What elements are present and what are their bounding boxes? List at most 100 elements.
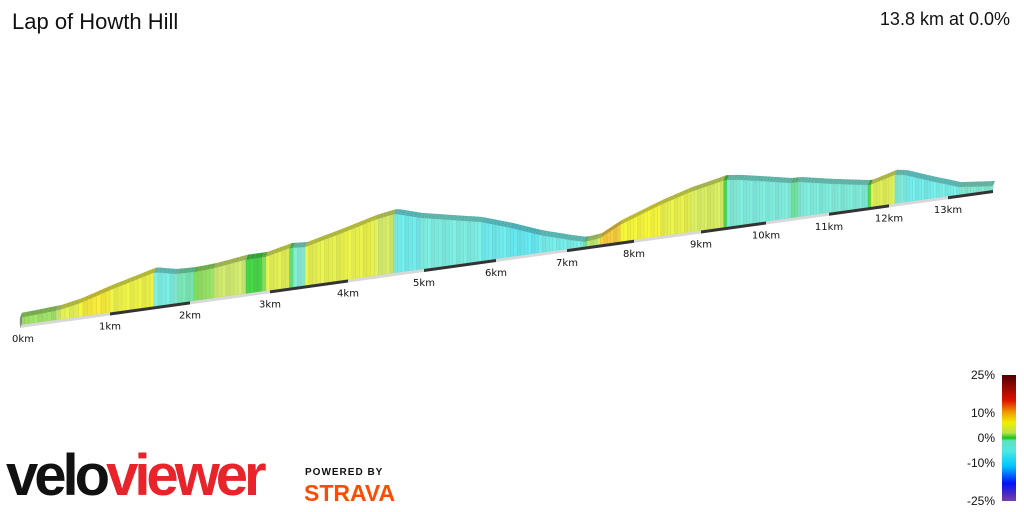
- profile-slice: [733, 179, 737, 227]
- profile-slice: [213, 266, 219, 299]
- profile-slice-top: [210, 263, 216, 269]
- profile-slice: [221, 264, 227, 298]
- profile-slice: [277, 250, 282, 290]
- profile-slice: [28, 314, 34, 324]
- profile-slice: [229, 262, 235, 297]
- profile-slice: [513, 228, 518, 257]
- profile-slice-top: [877, 175, 882, 183]
- profile-slice: [909, 175, 913, 202]
- profile-slice: [520, 230, 525, 256]
- profile-slice-top: [756, 175, 762, 182]
- profile-slice: [674, 197, 678, 235]
- profile-slice: [762, 181, 767, 223]
- profile-slice-top: [351, 222, 358, 230]
- profile-slice-top: [273, 247, 280, 254]
- profile-slice: [269, 253, 275, 291]
- profile-slice-top: [416, 212, 423, 218]
- profile-slice: [613, 226, 618, 243]
- veloviewer-logo[interactable]: veloviewer: [6, 447, 267, 505]
- profile-slice-top: [166, 268, 172, 274]
- profile-slice: [556, 237, 561, 251]
- profile-slice-top: [478, 216, 484, 223]
- profile-slice-top: [832, 178, 837, 184]
- profile-slice-top: [178, 268, 184, 274]
- profile-slice: [459, 220, 464, 265]
- profile-slice-top: [506, 222, 513, 228]
- profile-slice: [474, 221, 479, 263]
- profile-end-face: [20, 313, 22, 328]
- profile-slice-top: [24, 311, 31, 317]
- profile-slice-top: [336, 228, 343, 236]
- profile-slice-top: [408, 211, 415, 217]
- profile-slice-top: [743, 175, 749, 181]
- profile-slice: [401, 214, 406, 273]
- profile-slice: [205, 268, 211, 300]
- profile-slice-top: [110, 283, 116, 291]
- profile-slice-top: [320, 234, 327, 242]
- profile-slice: [201, 269, 207, 300]
- profile-slice-top: [838, 179, 843, 185]
- profile-slice-top: [816, 177, 822, 184]
- profile-slice: [690, 190, 695, 233]
- profile-slice: [105, 289, 111, 314]
- profile-slice: [149, 272, 155, 308]
- profile-slice-top: [859, 179, 864, 185]
- profile-slice: [765, 181, 770, 222]
- profile-slice-top: [945, 179, 950, 185]
- profile-slice: [697, 188, 702, 232]
- profile-slice: [843, 184, 848, 211]
- profile-slice-top: [138, 272, 144, 279]
- profile-slice-top: [610, 223, 616, 232]
- profile-slice-top: [810, 177, 816, 183]
- profile-slice-top: [950, 180, 956, 186]
- profile-slice-top: [835, 178, 840, 185]
- profile-slice: [189, 271, 195, 302]
- profile-slice: [510, 227, 514, 258]
- profile-slice: [944, 183, 949, 197]
- profile-slice-top: [694, 184, 700, 191]
- profile-slice: [570, 239, 574, 249]
- profile-slice: [973, 186, 977, 193]
- profile-slice-top: [680, 189, 687, 197]
- strava-logo[interactable]: STRAVA: [304, 480, 396, 506]
- profile-slice: [181, 272, 187, 303]
- profile-slice: [389, 213, 394, 274]
- profile-slice-top: [527, 227, 534, 234]
- profile-slice: [964, 186, 968, 195]
- profile-slice-top: [593, 233, 600, 240]
- profile-slice: [423, 217, 428, 270]
- profile-slice: [145, 273, 151, 308]
- profile-slice: [849, 184, 854, 211]
- profile-slice-top: [573, 235, 580, 241]
- profile-slice-top: [488, 218, 495, 225]
- profile-slice: [51, 310, 57, 321]
- profile-slice: [257, 257, 263, 293]
- profile-slice: [768, 181, 773, 222]
- profile-slice-top: [65, 301, 72, 309]
- profile-slice: [69, 304, 75, 319]
- profile-slice: [534, 233, 539, 254]
- profile-slice: [485, 222, 489, 261]
- profile-slice: [975, 186, 980, 193]
- profile-slice: [33, 313, 39, 324]
- km-tick-label: 12km: [875, 213, 903, 224]
- profile-slice: [441, 219, 446, 267]
- profile-slice-top: [613, 221, 620, 229]
- profile-slice-top: [277, 246, 284, 253]
- profile-slice-top: [749, 175, 755, 181]
- profile-slice: [784, 182, 789, 220]
- profile-slice-top: [759, 176, 765, 182]
- profile-slice-top: [434, 213, 441, 220]
- profile-slice: [720, 180, 724, 229]
- profile-slice: [237, 260, 243, 295]
- profile-slice: [959, 186, 963, 195]
- profile-slice: [660, 202, 665, 237]
- profile-slice-top: [38, 308, 45, 315]
- profile-slice: [819, 182, 823, 215]
- profile-slice: [492, 224, 497, 260]
- profile-slice: [55, 309, 61, 321]
- profile-slice: [873, 181, 878, 207]
- profile-slice-top: [654, 201, 660, 208]
- profile-slice: [87, 297, 93, 316]
